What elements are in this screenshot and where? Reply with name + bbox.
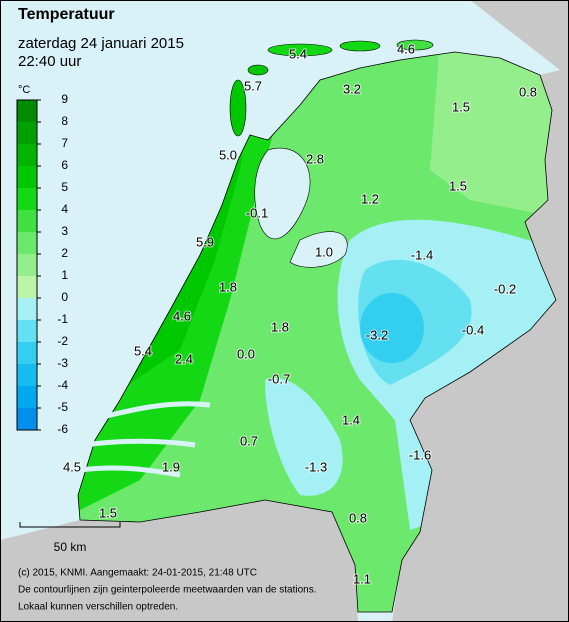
station-value: -1.3: [305, 459, 327, 474]
legend-tick-label: 9: [61, 92, 68, 106]
station-value: 1.4: [342, 412, 360, 427]
legend-swatch: [17, 386, 37, 408]
station-value: 4.5: [63, 459, 81, 474]
zone: [430, 52, 556, 220]
legend-tick-label: -1: [57, 312, 68, 326]
station-value: 5.4: [289, 46, 307, 61]
legend-unit: °C: [18, 84, 30, 96]
station-value: 4.6: [173, 308, 191, 323]
footer-line: (c) 2015, KNMI. Aangemaakt: 24-01-2015, …: [18, 568, 257, 579]
legend-tick-label: 3: [61, 224, 68, 238]
station-value: 3.2: [343, 81, 361, 96]
legend-tick-label: 8: [61, 114, 68, 128]
station-value: 1.5: [449, 178, 467, 193]
station-value: 2.8: [306, 151, 324, 166]
belgium: [0, 500, 358, 622]
station-value: -3.2: [366, 327, 388, 342]
island: [396, 39, 434, 51]
station-value: 1.8: [271, 319, 289, 334]
legend-tick-label: 7: [61, 136, 68, 150]
germany: [392, 0, 569, 622]
station-value: 5.9: [196, 234, 214, 249]
footer-line: De contourlijnen zijn geinterpoleerde me…: [18, 585, 317, 596]
scale-label: 50 km: [54, 540, 87, 554]
station-value: 0.7: [240, 433, 258, 448]
station-value: 5.0: [219, 147, 237, 162]
station-value: 5.7: [244, 78, 262, 93]
station-value: 2.4: [175, 351, 193, 366]
station-value: 1.5: [99, 505, 117, 520]
legend-swatch: [17, 166, 37, 188]
footer-line: Lokaal kunnen verschillen optreden.: [18, 602, 178, 613]
station-value: -1.4: [411, 247, 433, 262]
markermeer: [289, 231, 348, 268]
ijsselmeer: [254, 147, 311, 240]
legend-swatch: [17, 232, 37, 254]
legend-tick-label: 5: [61, 180, 68, 194]
legend-tick-label: 4: [61, 202, 68, 216]
legend-swatch: [17, 408, 37, 430]
station-value: 1.2: [361, 191, 379, 206]
time: 22:40 uur: [18, 53, 81, 70]
delta-water: [79, 401, 211, 478]
station-value: 0.8: [349, 510, 367, 525]
zone: [360, 293, 424, 363]
station-value: -0.4: [462, 322, 484, 337]
legend-tick-label: 6: [61, 158, 68, 172]
legend-tick-label: 1: [61, 268, 68, 282]
island: [229, 79, 247, 137]
station-value: 0.8: [519, 84, 537, 99]
legend-tick-label: 0: [61, 290, 68, 304]
legend-swatch: [17, 364, 37, 386]
legend-swatch: [17, 276, 37, 298]
scale-bar: [19, 522, 121, 528]
island: [339, 40, 381, 52]
legend-swatch: [17, 254, 37, 276]
legend-tick-label: -2: [57, 334, 68, 348]
legend-frame: [16, 99, 38, 431]
station-value: -0.2: [494, 281, 516, 296]
legend-tick-label: -5: [57, 400, 68, 414]
station-value: -0.7: [268, 371, 290, 386]
legend: 9 8 7 6 5 4 3 2 1 0 -1 -2 -3 -4 -5 -6: [16, 92, 68, 436]
station-value: 1.1: [353, 571, 371, 586]
station-value: 0.0: [237, 346, 255, 361]
station-value: -0.1: [246, 205, 268, 220]
station-value: 4.6: [397, 41, 415, 56]
legend-swatch: [17, 100, 37, 122]
station-value: -1.6: [409, 447, 431, 462]
date: zaterdag 24 januari 2015: [18, 35, 184, 52]
station-value: 1.0: [315, 244, 333, 259]
zone: [265, 378, 343, 496]
legend-swatch: [17, 144, 37, 166]
stations: 5.4 4.6 5.7 3.2 1.5 0.8 5.0 2.8 1.5 -0.1 1.2 5.9 1.0…: [62, 40, 538, 587]
station-value: 1.5: [452, 99, 470, 114]
station-value: 1.9: [162, 459, 180, 474]
legend-swatch: [17, 122, 37, 144]
legend-swatch: [17, 342, 37, 364]
legend-tick-label: -6: [57, 422, 68, 436]
legend-tick-label: 2: [61, 246, 68, 260]
legend-tick-label: -4: [57, 378, 68, 392]
title: Temperatuur: [18, 6, 115, 23]
legend-tick-label: -3: [57, 356, 68, 370]
station-value: 1.8: [219, 279, 237, 294]
island: [247, 64, 269, 76]
legend-swatch: [17, 210, 37, 232]
legend-swatch: [17, 298, 37, 320]
station-value: 5.4: [134, 343, 152, 358]
island: [267, 43, 333, 57]
legend-swatch: [17, 188, 37, 210]
legend-swatch: [17, 320, 37, 342]
